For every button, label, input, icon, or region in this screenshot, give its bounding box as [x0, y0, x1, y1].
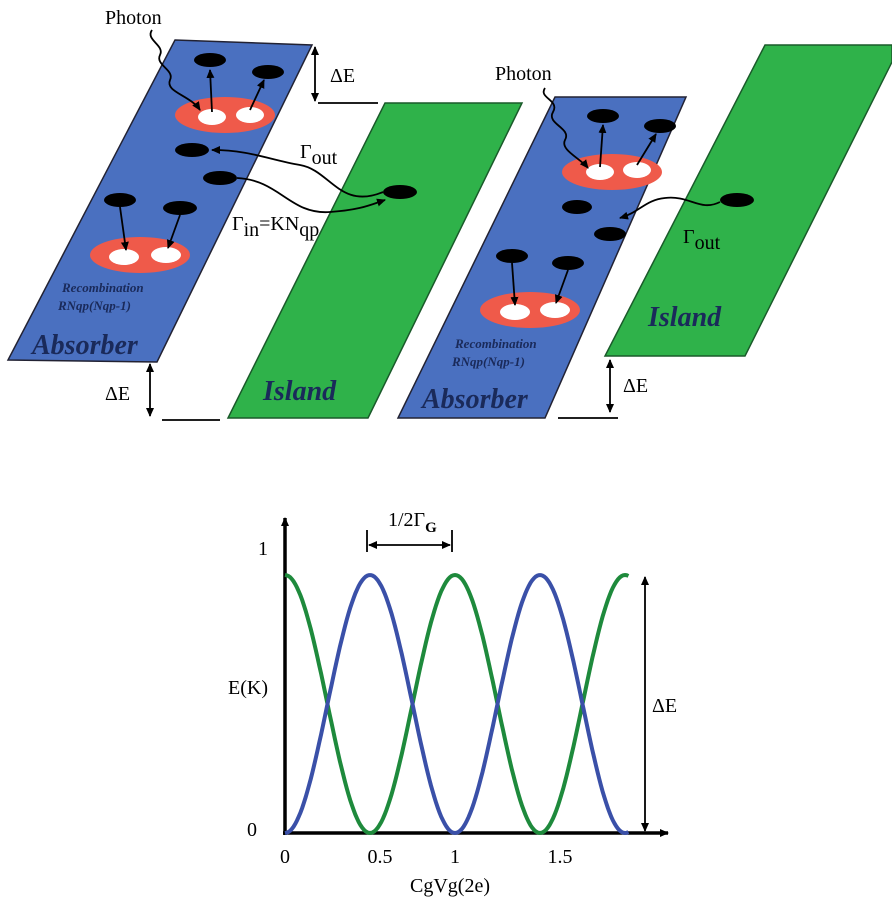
subscript: qp — [299, 219, 319, 241]
blue-curve — [285, 575, 628, 833]
x-tick-label: 0 — [280, 846, 290, 868]
y-axis-label: E(K) — [228, 677, 268, 699]
subscript: in — [244, 219, 260, 241]
delta-label: ΔE — [652, 695, 677, 717]
subscript: out — [695, 232, 721, 254]
gamma-out-label: Γout — [300, 141, 338, 169]
recombination-rate: RNqp(Nqp-1) — [57, 298, 131, 313]
photon-label: Photon — [105, 7, 162, 29]
absorber-label: Absorber — [420, 384, 529, 415]
absorber-strip — [8, 40, 312, 362]
symbol: Γ — [300, 141, 312, 163]
symbol: Γ — [232, 213, 244, 235]
y-min-label: 0 — [247, 819, 257, 841]
right-panel: Photon Γout Recombination RNqp(Nqp-1) Ab… — [398, 45, 892, 418]
figure: Photon ΔE Γout Γin=KNqp Recombination RN… — [0, 0, 892, 899]
equation: =KN — [259, 213, 299, 235]
plot: 1/2ΓG 1 0 E(K) ΔE 0 0.5 1 1.5 CgVg(2e) — [228, 509, 677, 897]
subscript: out — [312, 147, 338, 169]
subscript: G — [425, 520, 437, 536]
x-tick-label: 1.5 — [548, 846, 573, 868]
y-max-label: 1 — [258, 538, 268, 560]
x-tick-label: 1 — [450, 846, 460, 868]
x-axis-label: CgVg(2e) — [410, 875, 490, 897]
period-text: 1/2Γ — [388, 509, 425, 531]
recombination-label: Recombination — [61, 280, 144, 295]
green-curve — [285, 575, 628, 833]
gamma-in-label: Γin=KNqp — [232, 213, 319, 241]
island-label: Island — [647, 302, 722, 333]
island-label: Island — [262, 376, 337, 407]
pair — [500, 304, 530, 320]
recombination-rate: RNqp(Nqp-1) — [451, 354, 525, 369]
x-tick-label: 0.5 — [368, 846, 393, 868]
delta-label: ΔE — [623, 375, 648, 397]
pair — [540, 302, 570, 318]
photon-label: Photon — [495, 63, 552, 85]
symbol: Γ — [683, 226, 695, 248]
delta-label: ΔE — [105, 383, 130, 405]
pair — [109, 249, 139, 265]
recombination-label: Recombination — [454, 336, 537, 351]
delta-label: ΔE — [330, 65, 355, 87]
absorber-label: Absorber — [30, 330, 139, 361]
period-label: 1/2ΓG — [388, 509, 437, 536]
pair — [151, 247, 181, 263]
